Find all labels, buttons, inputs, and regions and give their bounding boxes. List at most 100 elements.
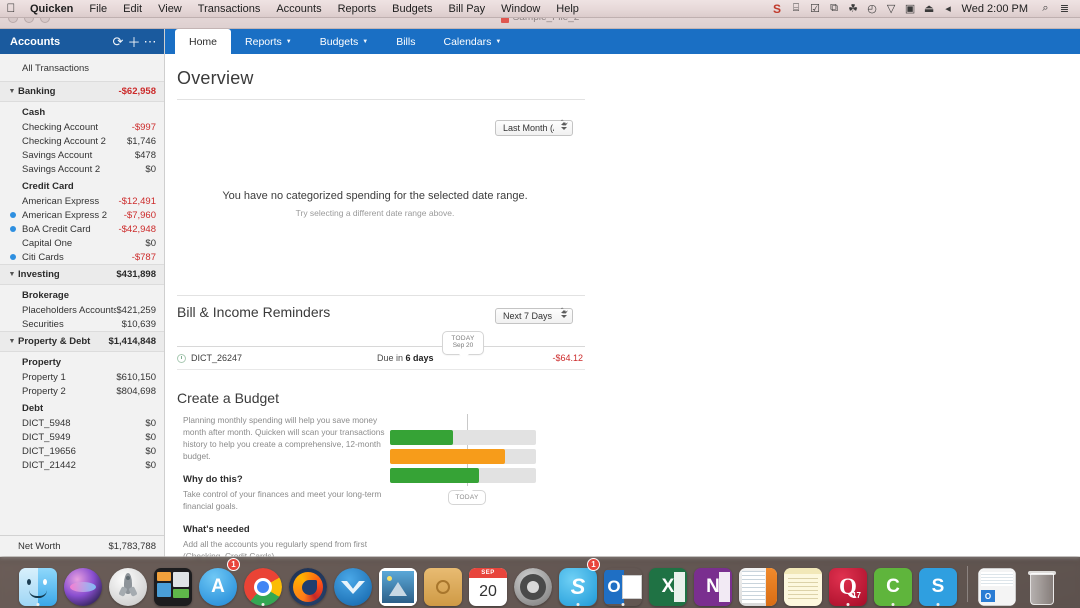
menu-accounts[interactable]: Accounts [276,2,322,15]
dropbox-icon[interactable]: ☘ [848,3,858,15]
tab-bills[interactable]: Bills [382,29,429,54]
sidebar-account-row[interactable]: Securities $10,639 [0,317,164,331]
volume-icon[interactable]: ◂ [945,3,951,15]
tab-calendars[interactable]: Calendars ▼ [429,29,515,54]
menu-edit[interactable]: Edit [123,2,143,15]
running-indicator [846,603,850,606]
menu-transactions[interactable]: Transactions [197,2,261,15]
dock-item-evernote[interactable]: C [872,560,914,606]
apple-menu-icon[interactable]:  [0,2,22,15]
sidebar-account-row[interactable]: DICT_19656 $0 [0,444,164,458]
dock-item-firefox[interactable] [287,560,329,606]
refresh-icon[interactable]: ⟳ [112,33,124,49]
running-indicator [936,603,940,606]
sidebar-account-row[interactable]: Placeholders Accounts $421,259 [0,303,164,317]
sidebar-account-row[interactable]: DICT_5949 $0 [0,430,164,444]
dock-item-finder[interactable] [17,560,59,606]
eject-icon[interactable]: ⏏ [923,3,935,15]
disclosure-caret-icon[interactable]: ▼ [8,338,16,345]
dock-item-mission-control[interactable] [152,560,194,606]
menu-reports[interactable]: Reports [337,2,377,15]
dock-item-openoffice[interactable] [332,560,374,606]
snagit-icon: S [919,568,957,606]
more-options-icon[interactable]: ⋯ [143,33,157,49]
tab-budgets[interactable]: Budgets ▼ [306,29,382,54]
sidebar-account-row[interactable]: Checking Account 2 $1,746 [0,134,164,148]
dock-item-onenote[interactable]: N [692,560,734,606]
account-name: Citi Cards [22,251,64,263]
reminder-row[interactable]: DICT_26247 Due in 6 days -$64.12 TODAY S… [177,331,585,370]
menu-budgets[interactable]: Budgets [392,2,433,15]
spotlight-search-icon[interactable]: ⌕ [1042,2,1049,14]
sidebar-account-row[interactable]: Property 2 $804,698 [0,384,164,398]
sidebar-account-row[interactable]: BoA Credit Card -$42,948 [0,222,164,236]
date-range-select[interactable]: Last Month (Aug)This Month (Sep)Last 30 … [495,120,573,136]
clock-icon[interactable]: ◴ [867,3,877,15]
sidebar-account-row[interactable]: Checking Account -$997 [0,120,164,134]
sidebar-account-row[interactable]: Citi Cards -$787 [0,250,164,264]
dock-item-itunes-folder[interactable] [422,560,464,606]
sidebar-account-row[interactable]: Capital One $0 [0,236,164,250]
menu-window[interactable]: Window [501,2,541,15]
sidebar-item-all-transactions[interactable]: All Transactions [22,63,90,74]
skype-status-icon[interactable]: S [773,1,782,16]
screen-share-icon[interactable]: ⧉ [830,2,838,14]
dock-item-quicken-2017[interactable]: Q 17 [827,560,869,606]
sidebar-account-row[interactable]: DICT_21442 $0 [0,458,164,472]
notification-center-icon[interactable]: ≣ [1059,3,1070,15]
launchpad-icon [109,568,147,606]
menu-help[interactable]: Help [556,2,579,15]
sidebar-account-row[interactable]: Savings Account $478 [0,148,164,162]
tab-reports[interactable]: Reports ▼ [231,29,306,54]
sidebar-group-investing[interactable]: ▼ Investing $431,898 [0,264,164,285]
dock-item-snagit[interactable]: S [917,560,959,606]
dock-item-downloads-stack[interactable]: O [976,560,1018,606]
account-name: BoA Credit Card [22,223,91,235]
reminders-range-select[interactable]: Next 7 DaysNext 14 DaysNext 30 DaysNext … [495,308,573,324]
quicken-2017-icon: Q 17 [829,568,867,606]
dock-item-excel[interactable]: X [647,560,689,606]
dock-item-trash[interactable] [1021,560,1063,606]
dock-item-calendar[interactable]: SEP 20 [467,560,509,606]
dock-item-numbers[interactable] [737,560,779,606]
net-worth-bar: Net Worth $1,783,788 [0,535,164,557]
tab-home[interactable]: Home [175,29,232,54]
add-account-icon[interactable]: ＋ [127,35,141,50]
sidebar-account-row[interactable]: American Express 2 -$7,960 [0,208,164,222]
sync-status-dot-slot [6,226,20,232]
dock-item-photos-preview[interactable] [377,560,419,606]
account-name: Property 2 [22,385,66,397]
dock-item-notes[interactable] [782,560,824,606]
dock-item-system-preferences[interactable] [512,560,554,606]
budget-bar-track [390,468,536,483]
menu-quicken[interactable]: Quicken [30,2,74,15]
dock-item-google-chrome[interactable] [242,560,284,606]
menu-bill-pay[interactable]: Bill Pay [448,2,486,15]
account-balance: -$12,491 [118,195,156,207]
menu-clock[interactable]: Wed 2:00 PM [961,2,1028,15]
calendar-icon: SEP 20 [469,568,507,606]
budget-needed-body: Add all the accounts you regularly spend… [183,539,368,557]
account-name: Capital One [22,237,73,249]
sidebar-group-banking[interactable]: ▼ Banking -$62,958 [0,81,164,102]
sidebar-account-row[interactable]: DICT_5948 $0 [0,416,164,430]
checkmark-box-icon[interactable]: ☑ [810,3,820,15]
sidebar-account-row[interactable]: Savings Account 2 $0 [0,162,164,176]
save-status-icon[interactable]: ⌸ [792,2,800,14]
account-name: Checking Account [22,121,99,133]
sidebar-account-row[interactable]: Property 1 $610,150 [0,370,164,384]
sidebar-group-property-debt[interactable]: ▼ Property & Debt $1,414,848 [0,331,164,352]
google-chrome-icon [244,568,282,606]
dock-item-siri[interactable] [62,560,104,606]
dock-item-outlook[interactable]: O [602,560,644,606]
disclosure-caret-icon[interactable]: ▼ [8,88,16,95]
sidebar-account-row[interactable]: American Express -$12,491 [0,194,164,208]
dock-item-launchpad[interactable] [107,560,149,606]
display-icon[interactable]: ▣ [904,3,916,15]
menu-view[interactable]: View [158,2,182,15]
shield-icon[interactable]: ▽ [886,3,896,15]
menu-file[interactable]: File [89,2,108,15]
disclosure-caret-icon[interactable]: ▼ [8,271,16,278]
